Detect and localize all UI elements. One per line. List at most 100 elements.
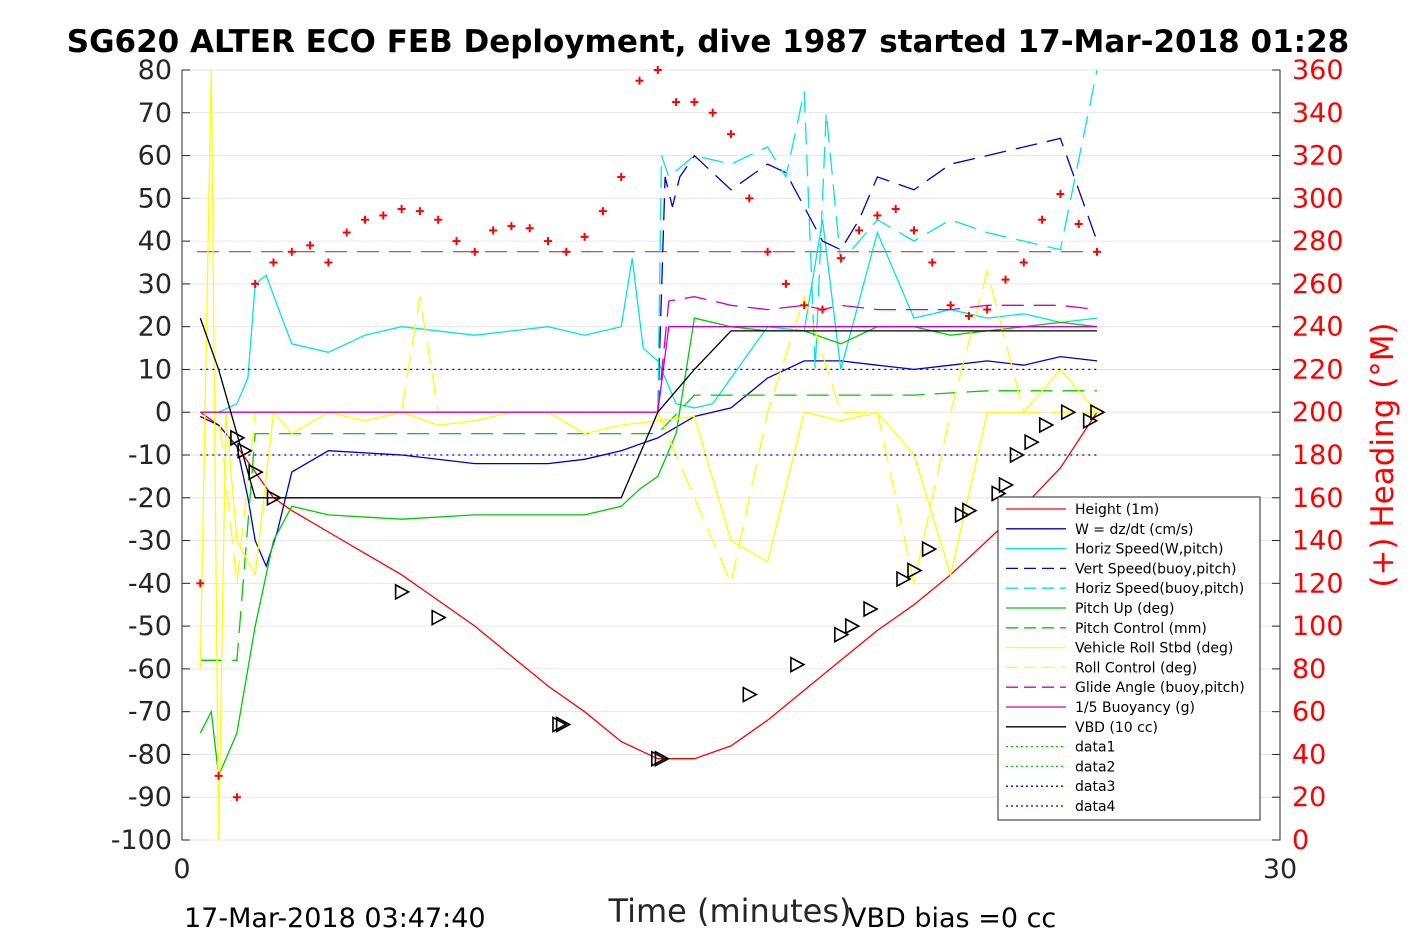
heading-point — [727, 130, 735, 139]
heading-point — [873, 211, 882, 220]
heading-point — [672, 98, 681, 107]
heading-point — [562, 247, 571, 256]
y-tick-label-left: -10 — [128, 440, 172, 471]
y-axis-left: 80 70 60 50 40 30 20 10 0 -10 -20 -30 -40 -50 -60 -70 -8… — [111, 55, 190, 856]
y-tick-label-right: 200 — [1292, 397, 1344, 428]
gc-marker — [394, 583, 411, 601]
gc-marker — [650, 750, 667, 768]
legend-label: W = dz/dt (cm/s) — [1075, 522, 1194, 538]
series-line-1 — [200, 355, 1098, 569]
series-line-9 — [657, 296, 1098, 413]
legend-label: data1 — [1075, 740, 1115, 756]
x-tick-label: 0 — [173, 854, 190, 885]
heading-point — [306, 241, 315, 250]
heading-point — [983, 305, 992, 314]
y-tick-label-right: 60 — [1292, 697, 1326, 728]
series-line-2 — [200, 219, 1098, 413]
heading-point — [287, 247, 296, 256]
gc-marker — [230, 429, 246, 447]
legend-label: VBD (10 cc) — [1075, 720, 1158, 736]
series-line-7 — [199, 69, 1098, 841]
heading-point — [964, 311, 973, 320]
y-tick-label-left: -40 — [128, 568, 172, 599]
legend-label: Horiz Speed(buoy,pitch) — [1075, 581, 1244, 597]
heading-point — [855, 226, 864, 235]
legend-label: Roll Control (deg) — [1075, 660, 1197, 676]
gc-marker — [863, 600, 879, 618]
y-tick-label-right: 240 — [1292, 312, 1344, 343]
legend-label: data2 — [1075, 759, 1115, 775]
heading-point — [891, 205, 900, 214]
gc-marker — [921, 540, 938, 558]
heading-point — [745, 194, 754, 203]
legend-label: 1/5 Buoyancy (g) — [1075, 700, 1195, 716]
y-tick-label-left: -60 — [128, 654, 172, 685]
legend-label: Height (1m) — [1075, 502, 1159, 518]
gc-marker — [844, 617, 861, 635]
gc-marker — [1024, 433, 1040, 451]
heading-point — [800, 301, 809, 310]
heading-point — [232, 793, 241, 802]
y-tick-label-left: -70 — [128, 697, 172, 728]
heading-point — [653, 66, 662, 74]
series-line-6 — [200, 390, 1097, 661]
heading-point — [324, 258, 333, 267]
gc-marker — [266, 489, 283, 507]
heading-point — [434, 215, 443, 224]
legend-label: Vehicle Roll Stbd (deg) — [1075, 641, 1233, 657]
heading-point — [635, 76, 644, 85]
legend-label: Glide Angle (buoy,pitch) — [1075, 680, 1245, 696]
y-tick-label-left: 60 — [138, 141, 172, 172]
gc-marker — [790, 656, 806, 673]
heading-point — [946, 301, 955, 310]
heading-point — [470, 247, 479, 256]
gc-marker — [237, 442, 253, 460]
legend-label: data3 — [1075, 779, 1115, 795]
heading-point — [1056, 190, 1065, 199]
gc-marker — [1090, 403, 1106, 421]
heading-point — [1001, 275, 1010, 284]
y-tick-label-left: 50 — [138, 183, 172, 214]
heading-point — [379, 211, 388, 220]
heading-point — [1019, 258, 1028, 267]
gc-marker — [654, 750, 671, 768]
y-tick-label-left: 40 — [138, 226, 172, 257]
series-line-4 — [657, 69, 1098, 413]
y-tick-label-left: -80 — [128, 739, 172, 770]
legend-label: Horiz Speed(W,pitch) — [1075, 542, 1223, 558]
heading-point — [251, 279, 260, 288]
gc-marker — [998, 476, 1015, 494]
heading-point — [1038, 215, 1047, 224]
series-line-0 — [199, 411, 1098, 760]
heading-layer — [196, 66, 1101, 802]
heading-point — [544, 237, 552, 246]
heading-point — [928, 258, 937, 267]
heading-point — [580, 232, 589, 241]
y-tick-label-left: 0 — [155, 397, 172, 428]
gc-marker — [896, 570, 912, 588]
heading-point — [525, 224, 534, 233]
heading-point — [690, 98, 699, 107]
heading-point — [196, 579, 205, 588]
y-tick-label-right: 260 — [1292, 269, 1344, 300]
y-tick-label-left: -20 — [128, 483, 172, 514]
y-tick-label-left: 20 — [138, 312, 172, 343]
heading-point — [415, 207, 424, 216]
heading-point — [598, 207, 607, 216]
heading-point — [781, 279, 790, 288]
x-tick-label: 30 — [1263, 854, 1297, 885]
y-tick-label-right: 100 — [1292, 611, 1344, 642]
heading-point — [763, 247, 772, 256]
legend-label: Pitch Up (deg) — [1075, 601, 1174, 617]
marker-layer — [230, 403, 1106, 768]
heading-point — [507, 222, 516, 231]
y-tick-label-right: 80 — [1292, 654, 1326, 685]
y-tick-label-right: 20 — [1292, 782, 1326, 813]
vbd-bias-note: VBD bias =0 cc — [848, 903, 1056, 934]
y-tick-label-right: 140 — [1292, 526, 1344, 557]
y-tick-label-left: 30 — [138, 269, 172, 300]
y-tick-label-right: 340 — [1292, 98, 1344, 129]
gc-marker — [1082, 412, 1099, 430]
series-line-3 — [657, 137, 1098, 413]
